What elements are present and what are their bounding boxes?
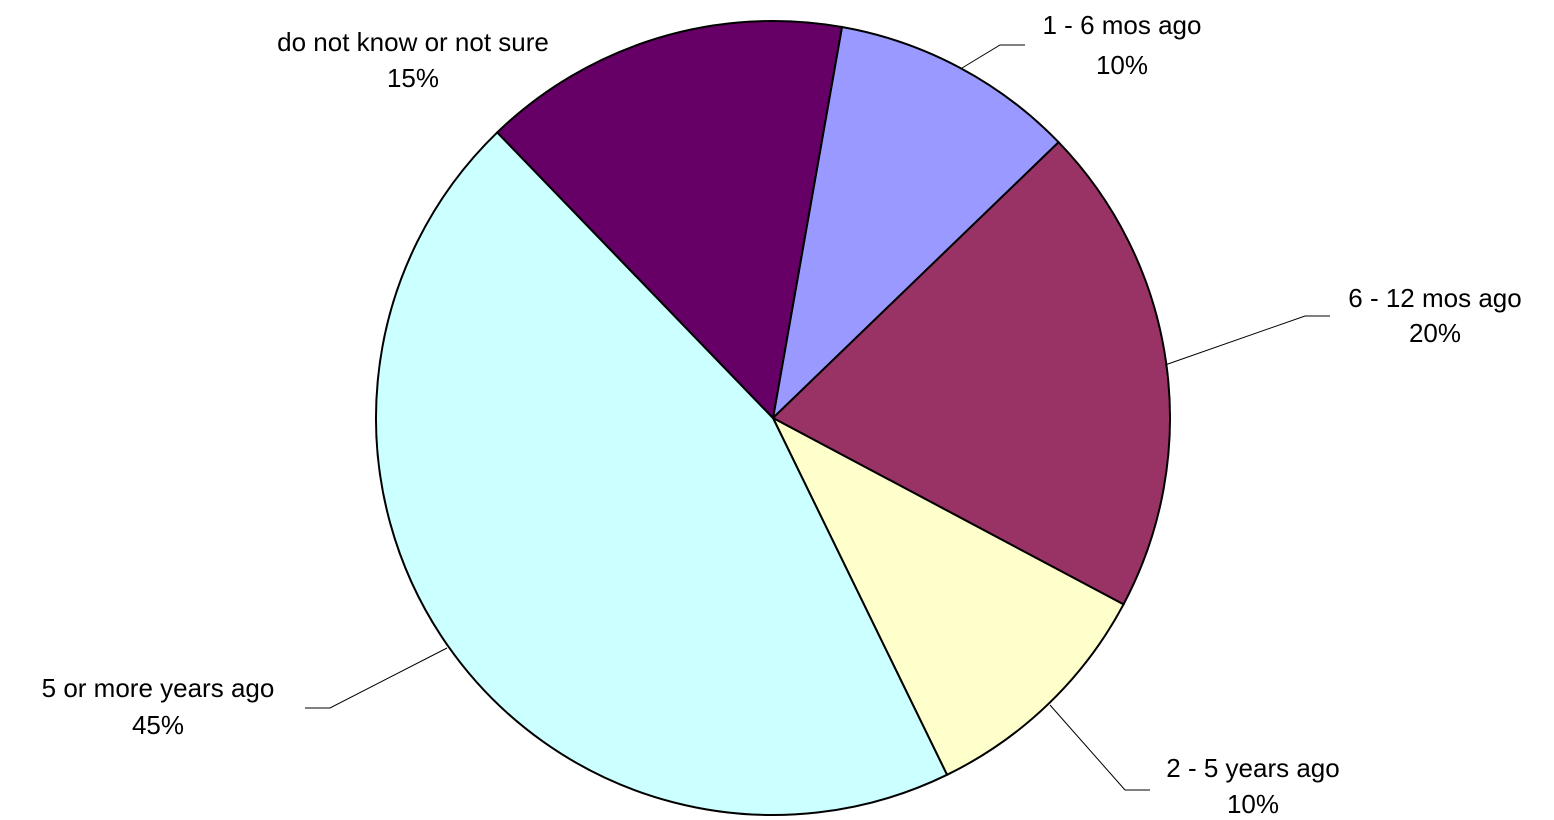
leader-line — [1164, 315, 1330, 366]
slice-value-label: 10% — [1227, 789, 1279, 819]
slice-value-label: 45% — [132, 710, 184, 740]
pie-slice — [375, 131, 949, 816]
leader-line — [1049, 704, 1150, 791]
pie-slice — [495, 20, 844, 421]
slice-value-label: 15% — [387, 63, 439, 93]
slice-value-label: 10% — [1096, 50, 1148, 80]
pie-slice — [771, 25, 1060, 421]
slice-label: do not know or not sure — [277, 27, 549, 57]
slice-label: 6 - 12 mos ago — [1348, 283, 1521, 313]
slice-label: 5 or more years ago — [42, 673, 275, 703]
slice-label: 2 - 5 years ago — [1166, 753, 1339, 783]
leader-line — [961, 44, 1025, 69]
slice-value-label: 20% — [1409, 318, 1461, 348]
slice-label: 1 - 6 mos ago — [1043, 10, 1202, 40]
pie-slice — [770, 415, 1125, 777]
pie-slice — [771, 140, 1171, 606]
leader-line — [305, 647, 448, 709]
